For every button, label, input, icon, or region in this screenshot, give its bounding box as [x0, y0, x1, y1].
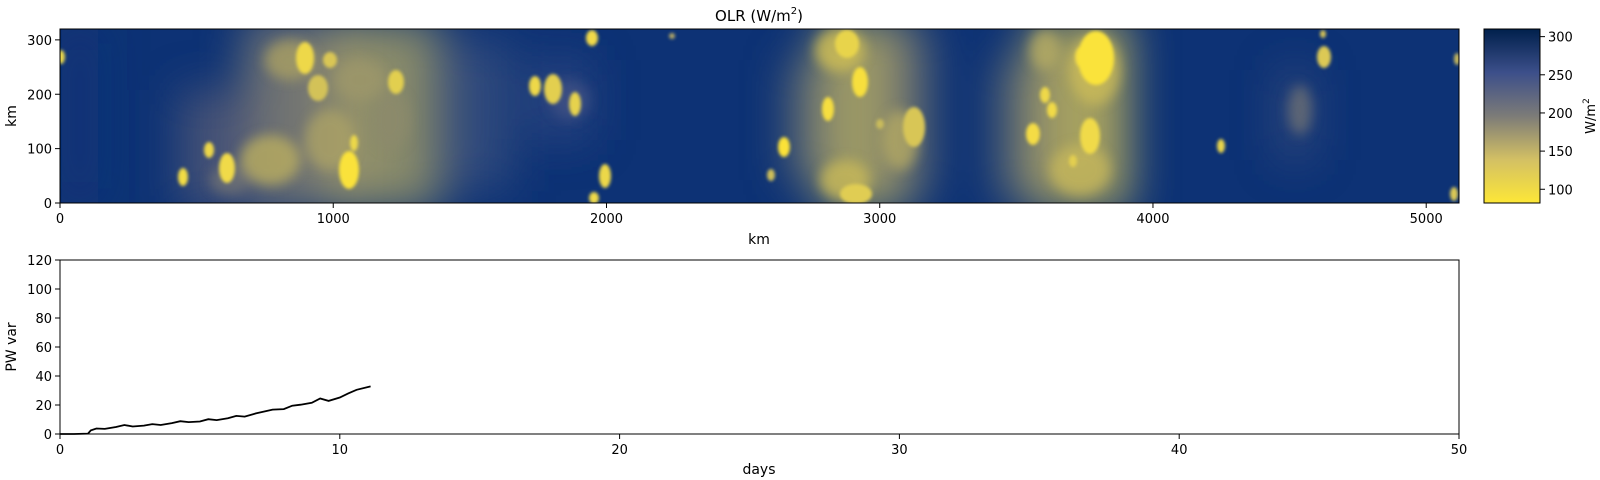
olr-y-tick-label: 300: [27, 34, 52, 49]
olr-x-tick-label: 3000: [863, 212, 896, 227]
olr-plot-frame: [59, 28, 1460, 204]
svg-text:OLR (W/m2): OLR (W/m2): [715, 6, 803, 25]
colorbar-label: W/m2: [1582, 98, 1599, 134]
olr-y-tick-label: 100: [27, 143, 52, 158]
pw-x-tick-label: 30: [891, 443, 908, 458]
colorbar-label-sup: 2: [1582, 98, 1592, 104]
colorbar-y-tick-label: 150: [1548, 145, 1573, 160]
colorbar-frame: [1483, 28, 1541, 204]
colorbar-y-tick-label: 200: [1548, 107, 1573, 122]
pw-y-tick-label: 40: [35, 370, 52, 385]
olr-title-sup: 2: [791, 6, 797, 17]
pw-y-tick-label: 60: [35, 341, 52, 356]
pw-x-tick-label: 50: [1451, 443, 1468, 458]
pw-x-tick-label: 20: [611, 443, 628, 458]
pw-var-line: [60, 385, 371, 435]
olr-title-close: ): [797, 7, 803, 25]
olr-x-axis: 0 1000 2000 3000 4000 5000: [56, 203, 1443, 227]
colorbar: [1484, 29, 1540, 203]
olr-x-tick-label: 0: [56, 212, 64, 227]
colorbar-axis: 100 150 200 250 300: [1540, 31, 1573, 198]
pw-y-tick-label: 120: [27, 254, 52, 269]
pw-y-axis: 0 20 40 60 80 100 120: [27, 254, 60, 443]
olr-x-tick-label: 1000: [317, 212, 350, 227]
colorbar-y-tick-label: 300: [1548, 31, 1573, 46]
olr-y-axis-label: km: [4, 105, 20, 127]
olr-x-tick-label: 5000: [1410, 212, 1443, 227]
colorbar-y-tick-label: 250: [1548, 69, 1573, 84]
pw-y-tick-label: 20: [35, 399, 52, 414]
pw-x-tick-label: 40: [1171, 443, 1188, 458]
pw-y-tick-label: 80: [35, 312, 52, 327]
colorbar-y-tick-label: 100: [1548, 183, 1573, 198]
pw-y-tick-label: 100: [27, 283, 52, 298]
pw-x-tick-label: 10: [332, 443, 349, 458]
pw-x-tick-label: 0: [56, 443, 64, 458]
olr-x-tick-label: 4000: [1136, 212, 1169, 227]
olr-heatmap: [60, 29, 1459, 203]
pw-y-tick-label: 0: [44, 428, 52, 443]
olr-y-tick-label: 200: [27, 88, 52, 103]
pw-plot-frame: [59, 259, 1460, 435]
pw-x-axis: 0 10 20 30 40 50: [56, 434, 1467, 458]
pw-x-axis-label: days: [742, 462, 775, 478]
olr-y-tick-label: 0: [44, 197, 52, 212]
olr-title: OLR (W/m2): [715, 6, 803, 25]
colorbar-label-text: W/m: [1584, 104, 1599, 134]
olr-x-axis-label: km: [748, 232, 770, 248]
olr-x-tick-label: 2000: [590, 212, 623, 227]
olr-y-axis: 0 100 200 300: [27, 34, 60, 212]
pw-y-axis-label: PW var: [4, 322, 20, 372]
olr-title-text: OLR (W/m: [715, 7, 791, 25]
